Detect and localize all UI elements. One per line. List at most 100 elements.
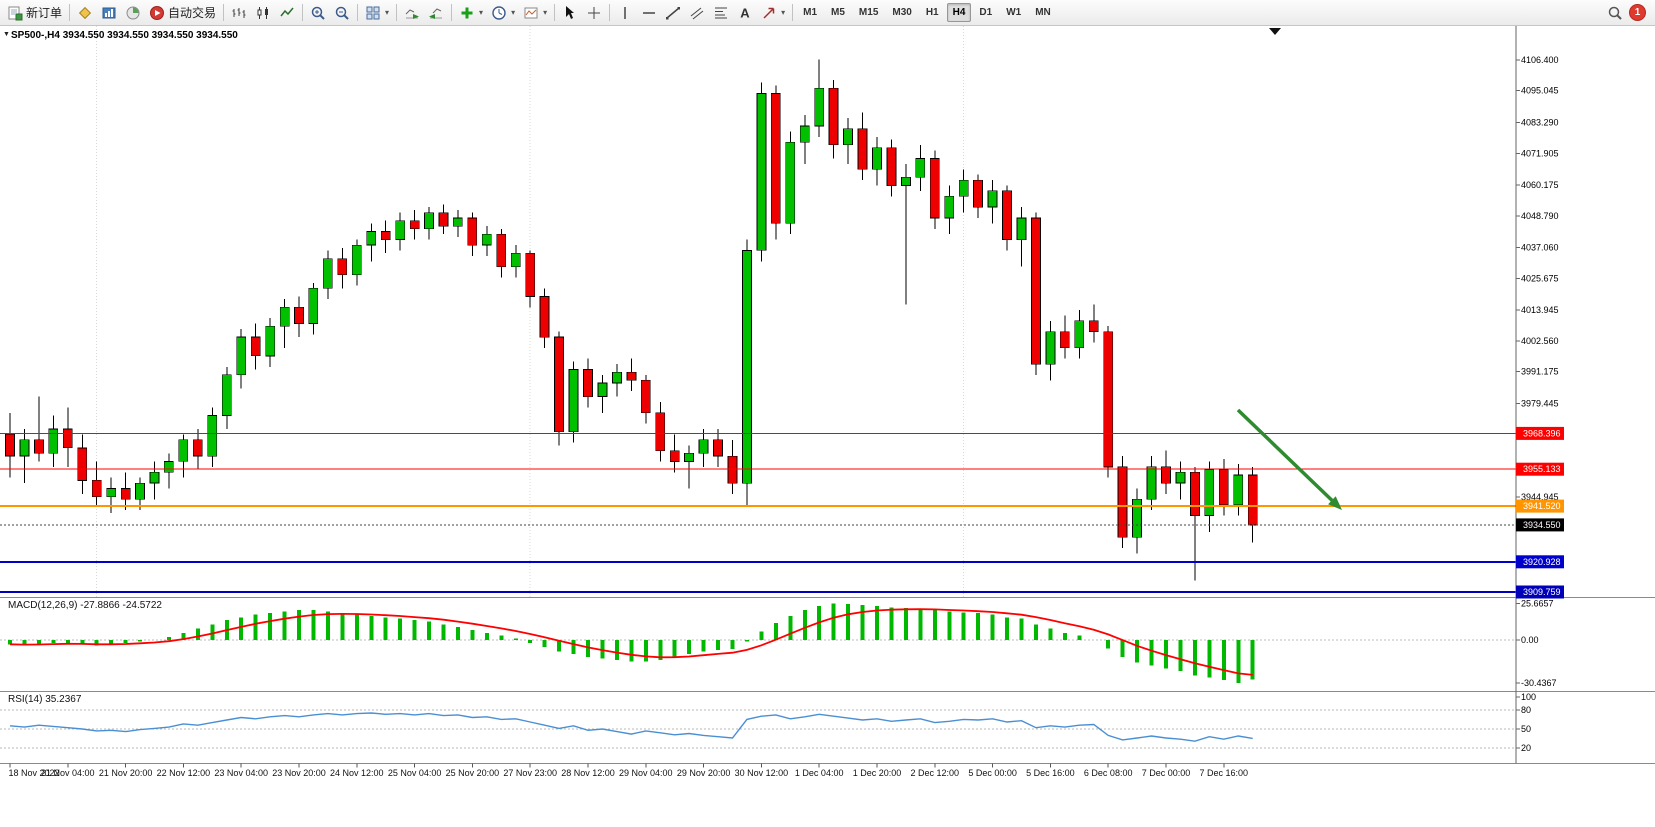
trendline-icon[interactable] bbox=[661, 2, 685, 23]
price-axis-label: 4002.560 bbox=[1521, 336, 1559, 346]
candle bbox=[1074, 320, 1085, 349]
equidistant-channel-icon[interactable] bbox=[685, 2, 709, 23]
timeframe-D1[interactable]: D1 bbox=[979, 7, 993, 18]
timeframe-M5[interactable]: M5 bbox=[831, 7, 845, 18]
vertical-line-icon[interactable] bbox=[613, 2, 637, 23]
period-selector-icon[interactable]: ▾ bbox=[487, 2, 519, 23]
time-axis-label: 23 Nov 04:00 bbox=[214, 768, 268, 778]
candle bbox=[525, 252, 536, 297]
candle bbox=[481, 233, 492, 246]
price-badge bbox=[1516, 426, 1564, 440]
price-badge-label: 3909.759 bbox=[1523, 587, 1561, 597]
time-axis-label: 1 Dec 20:00 bbox=[853, 768, 902, 778]
time-axis-label: 24 Nov 12:00 bbox=[330, 768, 384, 778]
candle bbox=[380, 231, 391, 240]
notification-badge[interactable]: 1 bbox=[1629, 4, 1646, 21]
candle bbox=[337, 258, 348, 276]
template-icon[interactable]: ▾ bbox=[519, 2, 551, 23]
candle bbox=[785, 141, 796, 224]
navigator-icon[interactable] bbox=[121, 2, 145, 23]
candle bbox=[1218, 469, 1229, 506]
candle bbox=[684, 453, 694, 462]
price-axis-label: 4095.045 bbox=[1521, 86, 1559, 96]
candle bbox=[149, 471, 160, 484]
add-indicator-icon bbox=[459, 5, 475, 21]
time-axis-label: 29 Nov 20:00 bbox=[677, 768, 731, 778]
fibonacci-icon[interactable] bbox=[709, 2, 733, 23]
price-axis-label: 4060.175 bbox=[1521, 180, 1559, 190]
candle bbox=[756, 93, 767, 251]
price-axis-label: 4071.905 bbox=[1521, 148, 1559, 158]
price-axis-label: 4037.060 bbox=[1521, 243, 1559, 253]
time-axis-label: 22 Nov 12:00 bbox=[157, 768, 211, 778]
time-axis-label: 21 Nov 04:00 bbox=[41, 768, 95, 778]
timeframe-MN[interactable]: MN bbox=[1035, 7, 1051, 18]
candle bbox=[828, 87, 839, 146]
search-icon[interactable] bbox=[1603, 2, 1627, 23]
chart-marker-triangle bbox=[1269, 28, 1281, 35]
timeframe-M1[interactable]: M1 bbox=[803, 7, 818, 18]
zoom-in-icon[interactable] bbox=[306, 2, 330, 23]
text-label-icon[interactable]: A bbox=[733, 2, 757, 23]
candle bbox=[395, 220, 405, 240]
crosshair-icon bbox=[586, 5, 602, 21]
arrows-tool-icon[interactable]: ▾ bbox=[757, 2, 789, 23]
market-watch-icon[interactable] bbox=[97, 2, 121, 23]
candle bbox=[323, 258, 333, 289]
price-badge-label: 3941.520 bbox=[1523, 501, 1561, 511]
trend-arrow[interactable] bbox=[1236, 408, 1334, 502]
candle bbox=[5, 434, 15, 457]
candle bbox=[901, 177, 911, 186]
macd-signal-line bbox=[9, 608, 1253, 676]
candle bbox=[438, 212, 449, 227]
auto-trading-button[interactable]: 自动交易 bbox=[145, 2, 220, 23]
candle bbox=[713, 439, 723, 457]
price-axis-label: 4083.290 bbox=[1521, 118, 1559, 128]
tile-windows-icon[interactable]: ▾ bbox=[361, 2, 393, 23]
add-indicator-icon[interactable]: ▾ bbox=[455, 2, 487, 23]
auto-scroll-icon bbox=[404, 5, 420, 21]
macd-scale-label: 0.00 bbox=[1521, 635, 1539, 645]
rsi-scale-label: 100 bbox=[1521, 692, 1536, 702]
bar-chart-icon[interactable] bbox=[227, 2, 251, 23]
candle bbox=[265, 325, 275, 357]
candle bbox=[929, 158, 940, 219]
candle bbox=[1088, 320, 1099, 332]
auto-scroll-icon[interactable] bbox=[400, 2, 424, 23]
time-axis-label: 6 Dec 08:00 bbox=[1084, 768, 1133, 778]
new-order-button-label: 新订单 bbox=[26, 6, 63, 20]
price-axis-label: 4025.675 bbox=[1521, 273, 1559, 283]
horizontal-line-icon[interactable] bbox=[637, 2, 661, 23]
candle bbox=[612, 371, 622, 384]
timeframe-H1[interactable]: H1 bbox=[925, 7, 939, 18]
candlestick-chart-icon[interactable] bbox=[251, 2, 275, 23]
timeframe-H4[interactable]: H4 bbox=[946, 3, 972, 22]
timeframe-M15[interactable]: M15 bbox=[858, 7, 879, 18]
fibo-icon bbox=[713, 5, 729, 21]
candle bbox=[669, 450, 680, 462]
candle bbox=[409, 220, 420, 230]
timeframe-W1[interactable]: W1 bbox=[1006, 7, 1022, 18]
candle bbox=[250, 336, 261, 357]
chart-dropdown-icon[interactable]: ▼ bbox=[3, 31, 10, 38]
chevron-down-icon: ▾ bbox=[511, 8, 516, 17]
timeframe-M30[interactable]: M30 bbox=[892, 7, 912, 18]
macd-scale-label: -30.4367 bbox=[1521, 678, 1557, 688]
new-order-button[interactable]: 新订单 bbox=[3, 2, 66, 23]
line-chart-icon[interactable] bbox=[275, 2, 299, 23]
candle bbox=[944, 196, 955, 219]
crosshair-icon[interactable] bbox=[582, 2, 606, 23]
chart-shift-icon bbox=[428, 5, 444, 21]
chart-shift-icon[interactable] bbox=[424, 2, 448, 23]
rsi-line bbox=[9, 712, 1253, 742]
rsi-scale-label: 80 bbox=[1521, 705, 1531, 715]
cursor-icon[interactable] bbox=[558, 2, 582, 23]
candle bbox=[973, 179, 983, 208]
new-chart-icon[interactable] bbox=[73, 2, 97, 23]
candle bbox=[1190, 471, 1200, 516]
candle bbox=[1204, 469, 1215, 516]
candle bbox=[1161, 466, 1171, 484]
time-axis-label: 27 Nov 23:00 bbox=[503, 768, 557, 778]
zoom-out-icon[interactable] bbox=[330, 2, 354, 23]
